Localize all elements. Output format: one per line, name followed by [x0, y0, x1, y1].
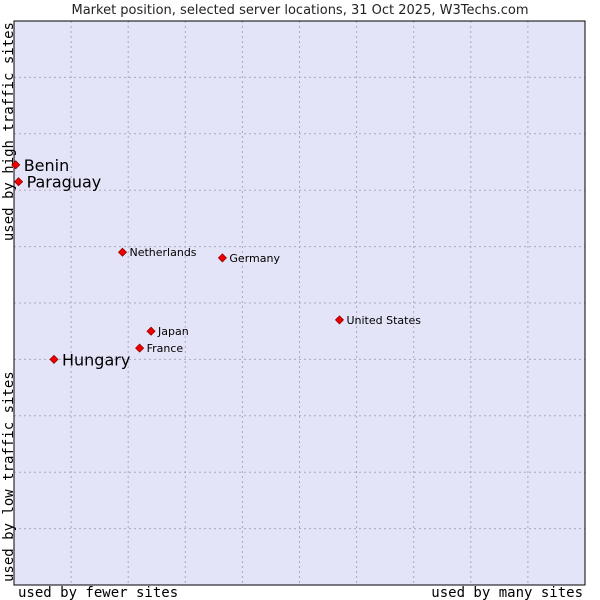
data-point-netherlands[interactable]: Netherlands [117, 246, 197, 259]
chart-title: Market position, selected server locatio… [71, 3, 528, 18]
data-point-japan[interactable]: Japan [146, 325, 189, 338]
marker-benin [11, 160, 21, 170]
point-label-france: France [147, 342, 184, 355]
point-label-germany: Germany [229, 252, 280, 265]
point-label-united-states: United States [346, 314, 421, 327]
marker-france [135, 343, 145, 353]
marker-japan [146, 326, 156, 336]
x-axis-label-left: used by fewer sites [18, 585, 178, 600]
data-point-united-states[interactable]: United States [334, 314, 421, 327]
data-point-germany[interactable]: Germany [217, 252, 280, 265]
data-point-benin[interactable]: Benin [11, 156, 70, 175]
data-point-paraguay[interactable]: Paraguay [14, 173, 102, 192]
y-axis-label-bottom: used by low traffic sites [1, 371, 17, 582]
marker-germany [217, 253, 227, 263]
marker-united-states [334, 315, 345, 325]
data-point-hungary[interactable]: Hungary [49, 350, 130, 369]
point-label-japan: Japan [157, 325, 189, 338]
marker-hungary [49, 354, 59, 364]
point-label-benin: Benin [24, 156, 70, 175]
point-label-hungary: Hungary [62, 350, 130, 369]
marker-paraguay [14, 177, 24, 187]
data-point-france[interactable]: France [135, 342, 184, 355]
x-axis-label-right: used by many sites [431, 585, 583, 600]
marker-netherlands [117, 247, 128, 257]
grid-lines [14, 21, 585, 585]
point-label-paraguay: Paraguay [27, 173, 102, 192]
y-axis-label-top: used by high traffic sites [1, 22, 17, 241]
plot-frame [13, 20, 586, 586]
point-label-netherlands: Netherlands [129, 246, 196, 259]
